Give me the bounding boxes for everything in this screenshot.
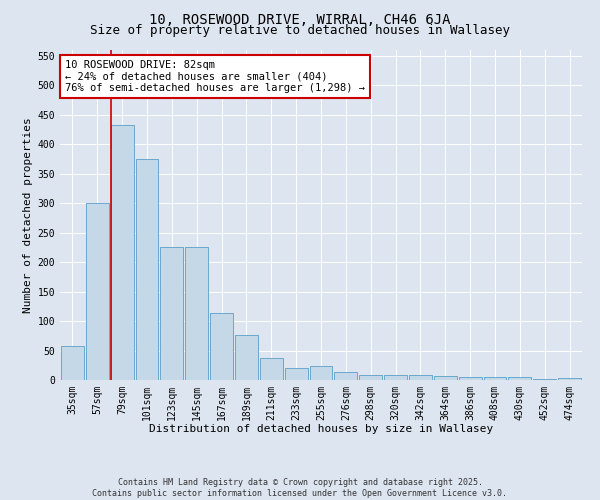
Bar — [384, 374, 407, 380]
Text: 10, ROSEWOOD DRIVE, WIRRAL, CH46 6JA: 10, ROSEWOOD DRIVE, WIRRAL, CH46 6JA — [149, 12, 451, 26]
Bar — [359, 374, 382, 380]
Bar — [285, 368, 308, 380]
Bar — [334, 372, 357, 380]
Bar — [111, 125, 134, 380]
Bar — [409, 374, 432, 380]
Bar — [61, 346, 84, 380]
Bar — [508, 377, 531, 380]
Bar — [558, 378, 581, 380]
Bar — [210, 314, 233, 380]
Text: Size of property relative to detached houses in Wallasey: Size of property relative to detached ho… — [90, 24, 510, 37]
Text: 10 ROSEWOOD DRIVE: 82sqm
← 24% of detached houses are smaller (404)
76% of semi-: 10 ROSEWOOD DRIVE: 82sqm ← 24% of detach… — [65, 60, 365, 93]
Bar — [310, 366, 332, 380]
Bar — [484, 377, 506, 380]
Bar — [136, 159, 158, 380]
Bar — [434, 376, 457, 380]
Text: Contains HM Land Registry data © Crown copyright and database right 2025.
Contai: Contains HM Land Registry data © Crown c… — [92, 478, 508, 498]
Bar — [160, 247, 183, 380]
Bar — [260, 358, 283, 380]
Bar — [235, 335, 258, 380]
Bar — [185, 247, 208, 380]
X-axis label: Distribution of detached houses by size in Wallasey: Distribution of detached houses by size … — [149, 424, 493, 434]
Y-axis label: Number of detached properties: Number of detached properties — [23, 117, 34, 313]
Bar — [459, 377, 482, 380]
Bar — [86, 203, 109, 380]
